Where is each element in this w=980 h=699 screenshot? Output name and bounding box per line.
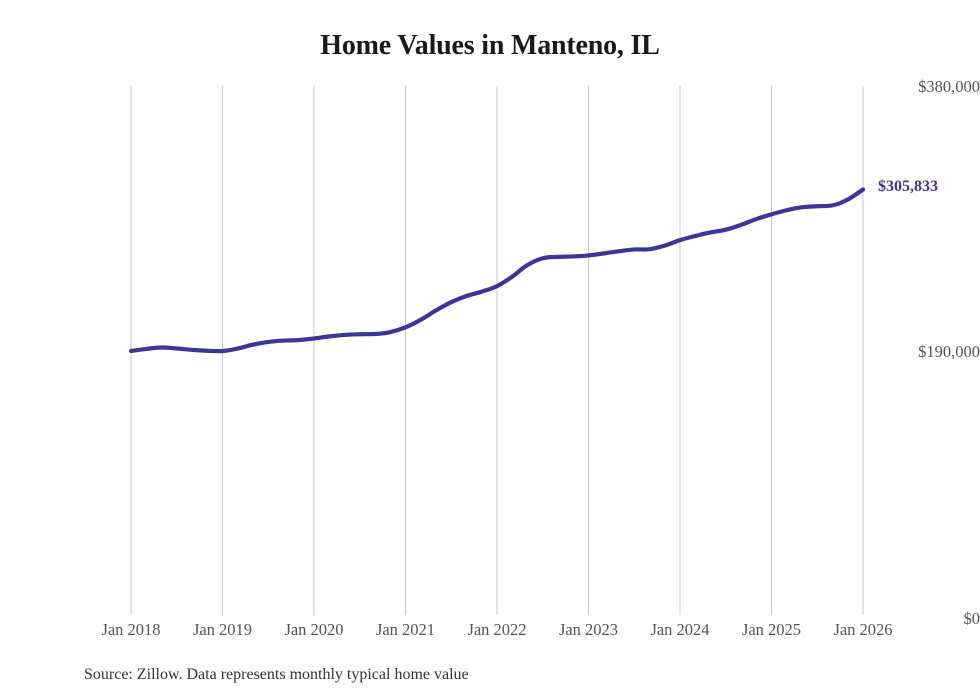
x-axis-tick-jan-2021: Jan 2021	[375, 620, 436, 639]
page-title: Home Values in Manteno, IL	[320, 30, 660, 61]
value-line-path	[128, 187, 866, 354]
y-axis-tick-0: $0	[963, 609, 980, 628]
x-axis-tick-jan-2022: Jan 2022	[467, 620, 527, 639]
plot-area	[128, 86, 866, 615]
x-axis-tick-jan-2020: Jan 2020	[284, 620, 344, 639]
y-axis-tick-190000: $190,000	[918, 342, 980, 361]
x-axis-tick-jan-2024: Jan 2024	[650, 620, 710, 639]
chart-canvas	[128, 86, 866, 615]
gridline-group	[130, 86, 864, 615]
x-axis-tick-jan-2019: Jan 2019	[192, 620, 253, 639]
x-axis-tick-jan-2018: Jan 2018	[101, 620, 161, 639]
x-axis-tick-jan-2023: Jan 2023	[558, 620, 619, 639]
end-value-annotation: $305,833	[878, 178, 938, 196]
source-note: Source: Zillow. Data represents monthly …	[84, 666, 469, 683]
x-axis-tick-jan-2026: Jan 2026	[833, 620, 893, 639]
y-axis-tick-380000: $380,000	[918, 77, 980, 96]
x-axis-tick-jan-2025: Jan 2025	[741, 620, 802, 639]
